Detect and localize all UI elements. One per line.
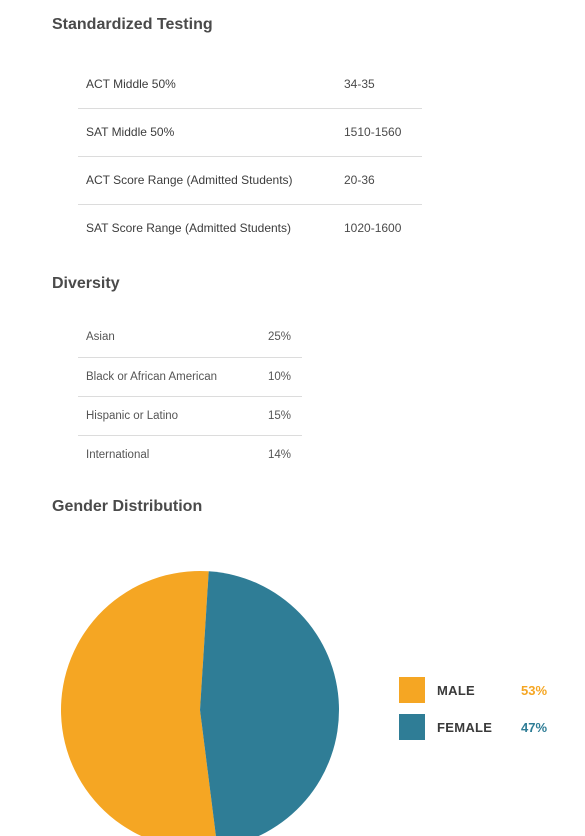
legend-item-male: MALE 53% bbox=[399, 677, 569, 705]
international-value: 14% bbox=[268, 448, 292, 461]
female-swatch bbox=[399, 714, 425, 740]
act-range-label: ACT Score Range (Admitted Students) bbox=[86, 173, 293, 187]
sat-range-label: SAT Score Range (Admitted Students) bbox=[86, 221, 291, 236]
gender-pie-chart bbox=[61, 571, 339, 836]
asian-value: 25% bbox=[268, 331, 292, 344]
female-label: FEMALE bbox=[437, 720, 493, 735]
black-african-american-value: 10% bbox=[268, 370, 292, 383]
sat-middle-value: 1510-1560 bbox=[344, 125, 402, 139]
table-row: Asian 25% bbox=[78, 318, 302, 357]
pie-slice-female bbox=[200, 571, 339, 836]
table-row: SAT Middle 50% 1510-1560 bbox=[78, 108, 422, 156]
table-row: International 14% bbox=[78, 435, 302, 474]
male-value: 53% bbox=[521, 683, 548, 698]
table-row: Black or African American 10% bbox=[78, 357, 302, 396]
sat-range-value: 1020-1600 bbox=[344, 221, 402, 236]
diversity-heading: Diversity bbox=[52, 275, 120, 292]
female-value: 47% bbox=[521, 720, 548, 735]
hispanic-latino-label: Hispanic or Latino bbox=[86, 409, 179, 422]
standardized-testing-table: ACT Middle 50% 34-35 SAT Middle 50% 1510… bbox=[78, 60, 422, 252]
act-middle-label: ACT Middle 50% bbox=[86, 76, 176, 91]
asian-label: Asian bbox=[86, 331, 115, 344]
table-row: ACT Score Range (Admitted Students) 20-3… bbox=[78, 156, 422, 204]
table-row: Hispanic or Latino 15% bbox=[78, 396, 302, 435]
standardized-testing-heading: Standardized Testing bbox=[52, 16, 213, 33]
hispanic-latino-value: 15% bbox=[268, 409, 292, 422]
table-row: ACT Middle 50% 34-35 bbox=[78, 60, 422, 108]
international-label: International bbox=[86, 448, 150, 461]
sat-middle-label: SAT Middle 50% bbox=[86, 125, 175, 139]
gender-legend: MALE 53% FEMALE 47% bbox=[399, 677, 569, 751]
black-african-american-label: Black or African American bbox=[86, 370, 218, 383]
pie-slice-male bbox=[61, 571, 216, 836]
legend-item-female: FEMALE 47% bbox=[399, 714, 569, 742]
act-range-value: 20-36 bbox=[344, 173, 375, 187]
gender-distribution-heading: Gender Distribution bbox=[52, 498, 203, 515]
table-row: SAT Score Range (Admitted Students) 1020… bbox=[78, 204, 422, 252]
male-swatch bbox=[399, 677, 425, 703]
male-label: MALE bbox=[437, 683, 476, 698]
diversity-table: Asian 25% Black or African American 10% … bbox=[78, 318, 302, 474]
act-middle-value: 34-35 bbox=[344, 76, 375, 91]
